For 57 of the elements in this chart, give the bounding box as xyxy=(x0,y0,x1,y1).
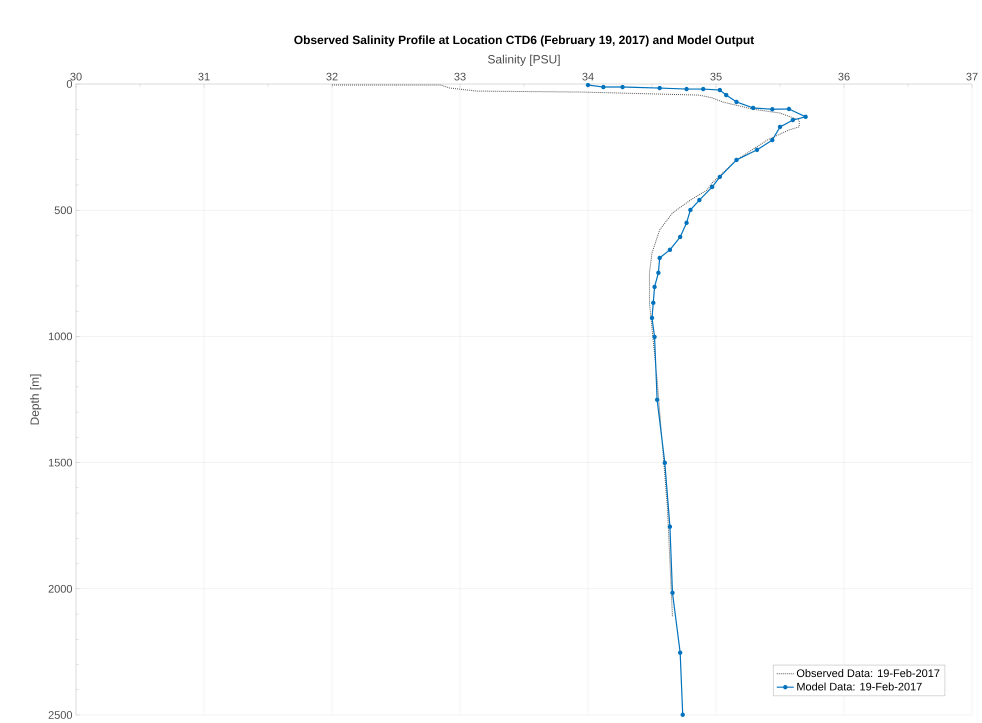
legend-label: Observed Data: 19-Feb-2017 xyxy=(796,669,940,678)
point xyxy=(662,460,667,466)
x-tick-label: 37 xyxy=(966,72,978,80)
y-axis-title: Depth [m] xyxy=(30,374,42,424)
point xyxy=(750,106,756,110)
x-tick-label: 33 xyxy=(454,72,466,80)
point xyxy=(754,148,760,152)
point xyxy=(790,118,795,122)
y-tick-label: 2000 xyxy=(48,584,72,593)
y-tick-label: 1500 xyxy=(48,458,72,466)
point xyxy=(652,334,657,340)
x-tick-label: 36 xyxy=(838,72,850,80)
point xyxy=(651,300,656,306)
point xyxy=(657,86,662,90)
point xyxy=(778,124,782,130)
point xyxy=(586,82,590,88)
point xyxy=(652,284,657,290)
point xyxy=(678,234,682,240)
point xyxy=(680,712,685,717)
point xyxy=(670,590,675,596)
line-series xyxy=(332,84,800,618)
y-tick-label: 1000 xyxy=(48,332,72,340)
point xyxy=(668,524,672,529)
point xyxy=(678,650,682,655)
point xyxy=(697,198,702,202)
point xyxy=(770,107,775,112)
x-tick-label: 32 xyxy=(326,72,338,80)
x-tick-label: 31 xyxy=(198,72,210,80)
point xyxy=(770,138,775,142)
point xyxy=(684,86,689,92)
point xyxy=(650,316,654,320)
point xyxy=(620,84,625,90)
point xyxy=(710,184,714,190)
point xyxy=(688,208,693,212)
point xyxy=(657,256,662,260)
point xyxy=(656,270,661,275)
legend-label: Model Data: 19-Feb-2017 xyxy=(797,682,922,691)
x-tick-label: 30 xyxy=(70,72,82,80)
point xyxy=(718,88,722,92)
point xyxy=(803,114,808,120)
point xyxy=(668,248,672,252)
point xyxy=(654,398,660,402)
point xyxy=(701,86,706,92)
point xyxy=(786,106,792,112)
y-tick-label: 500 xyxy=(54,206,72,214)
x-axis-title: Salinity [PSU] xyxy=(488,54,560,66)
y-tick-label: 2500 xyxy=(48,711,72,719)
point xyxy=(734,100,739,104)
y-tick-label: 0 xyxy=(66,80,72,88)
point xyxy=(601,84,606,90)
point xyxy=(734,158,739,162)
point xyxy=(724,92,728,98)
x-tick-label: 35 xyxy=(710,72,722,80)
chart-title: Observed Salinity Profile at Location CTD6 (February 19, 2017) and Model Output xyxy=(294,35,754,47)
x-tick-label: 34 xyxy=(582,72,594,80)
point xyxy=(684,220,689,226)
point xyxy=(718,174,722,180)
